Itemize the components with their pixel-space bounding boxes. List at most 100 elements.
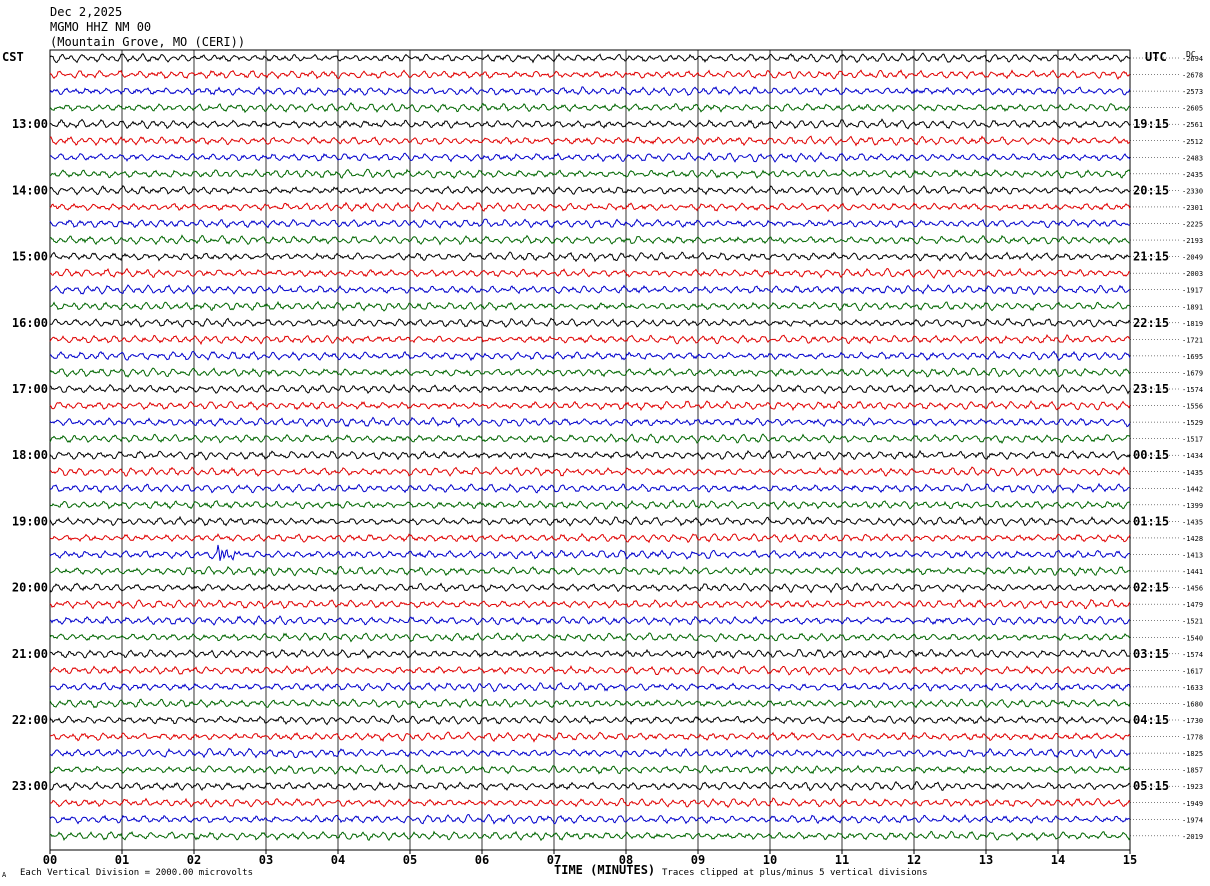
dc-offset-label: -1435	[1182, 518, 1203, 526]
trace-line	[49, 201, 1131, 213]
trace-line	[49, 532, 1131, 544]
trace-line	[49, 615, 1131, 627]
dc-offset-label: -1479	[1182, 601, 1203, 609]
x-tick-label: 08	[619, 853, 633, 867]
hour-label-left: 17:00	[12, 382, 48, 396]
trace-line	[49, 714, 1131, 726]
trace-line	[49, 665, 1131, 676]
hour-label-right: 02:15	[1133, 581, 1169, 595]
hour-label-left: 14:00	[12, 183, 48, 197]
hour-label-right: 19:15	[1133, 117, 1169, 131]
dc-offset-label: -2573	[1182, 88, 1203, 96]
dc-offset-label: -1434	[1182, 452, 1203, 460]
x-tick-label: 12	[907, 853, 921, 867]
dc-offset-label: -1857	[1182, 767, 1203, 775]
dc-offset-label: -1730	[1182, 717, 1203, 725]
dc-offset-label: -1917	[1182, 287, 1203, 295]
trace-line	[49, 449, 1131, 461]
trace-line	[49, 135, 1131, 147]
x-tick-label: 10	[763, 853, 777, 867]
hour-label-left: 22:00	[12, 713, 48, 727]
hour-label-left: 15:00	[12, 250, 48, 264]
dc-offset-label: -2678	[1182, 72, 1203, 80]
trace-line	[49, 367, 1131, 378]
dc-offset-label: -2225	[1182, 221, 1203, 229]
trace-line	[49, 731, 1131, 743]
dc-offset-label: -1695	[1182, 353, 1203, 361]
hour-label-right: 05:15	[1133, 779, 1169, 793]
dc-offset-label: -1974	[1182, 816, 1203, 824]
trace-line	[49, 317, 1131, 328]
trace-line	[49, 52, 1131, 64]
hour-label-right: 20:15	[1133, 183, 1169, 197]
hour-label-right: 23:15	[1133, 382, 1169, 396]
dc-offset-label: -1679	[1182, 369, 1203, 377]
trace-line	[49, 218, 1131, 229]
trace-line	[49, 433, 1131, 444]
dc-offset-label: -1399	[1182, 502, 1203, 510]
dc-offset-label: -1442	[1182, 485, 1203, 493]
dc-offset-label: -1949	[1182, 800, 1203, 808]
dc-offset-label: -1556	[1182, 403, 1203, 411]
dc-offset-label: -2301	[1182, 204, 1203, 212]
dc-offset-label: -2193	[1182, 237, 1203, 245]
trace-line	[49, 400, 1131, 412]
dc-offset-label: -1680	[1182, 700, 1203, 708]
trace-line	[49, 168, 1131, 179]
trace-line	[49, 797, 1131, 809]
trace-line	[49, 118, 1131, 130]
scale-note: Each Vertical Division = 2000.00 microvo…	[20, 868, 253, 878]
trace-line	[49, 283, 1131, 296]
clip-note: Traces clipped at plus/minus 5 vertical …	[662, 868, 928, 878]
hour-label-right: 03:15	[1133, 647, 1169, 661]
trace-line	[49, 764, 1131, 775]
trace-line	[49, 482, 1131, 494]
hour-label-left: 13:00	[12, 117, 48, 131]
corner-mark: A	[2, 871, 7, 879]
dc-offset-label: -1923	[1182, 783, 1203, 791]
dc-offset-label: -1517	[1182, 436, 1203, 444]
trace-line	[49, 515, 1131, 527]
dc-offset-label: -1413	[1182, 552, 1203, 560]
x-tick-label: 04	[331, 853, 345, 867]
trace-line	[49, 632, 1131, 643]
dc-offset-label: -1633	[1182, 684, 1203, 692]
dc-offset-label: -2019	[1182, 833, 1203, 841]
dc-offset-label: -2512	[1182, 138, 1203, 146]
trace-line	[49, 383, 1131, 395]
header-date: Dec 2,2025	[50, 5, 123, 19]
trace-line	[49, 830, 1131, 842]
dc-label: DC	[1186, 50, 1196, 59]
dc-offset-label: -1456	[1182, 585, 1203, 593]
trace-line	[49, 267, 1131, 279]
trace-line	[49, 466, 1131, 477]
trace-line	[49, 499, 1131, 511]
hour-label-left: 19:00	[12, 514, 48, 528]
trace-line	[49, 350, 1131, 362]
dc-offset-label: -1819	[1182, 320, 1203, 328]
plot-frame	[49, 49, 1131, 851]
x-tick-label: 05	[403, 853, 417, 867]
trace-line	[49, 781, 1131, 792]
trace-line	[49, 416, 1131, 428]
left-timezone-label: CST	[2, 50, 24, 64]
hour-label-left: 21:00	[12, 647, 48, 661]
x-tick-label: 06	[475, 853, 489, 867]
dc-offset-label: -1540	[1182, 634, 1203, 642]
x-axis-title: TIME (MINUTES)	[554, 863, 656, 877]
trace-line	[49, 300, 1131, 312]
x-tick-label: 11	[835, 853, 849, 867]
trace-line	[49, 565, 1131, 577]
hour-label-right: 21:15	[1133, 250, 1169, 264]
hour-label-left: 23:00	[12, 779, 48, 793]
dc-offset-label: -2561	[1182, 121, 1203, 129]
trace-line	[49, 69, 1131, 80]
dc-offset-label: -1574	[1182, 386, 1203, 394]
trace-line	[49, 648, 1131, 660]
trace-line	[49, 747, 1131, 759]
trace-line	[49, 185, 1131, 196]
dc-offset-label: -1778	[1182, 734, 1203, 742]
dc-offset-label: -2483	[1182, 154, 1203, 162]
dc-offset-label: -2330	[1182, 187, 1203, 195]
dc-offset-label: -1721	[1182, 336, 1203, 344]
